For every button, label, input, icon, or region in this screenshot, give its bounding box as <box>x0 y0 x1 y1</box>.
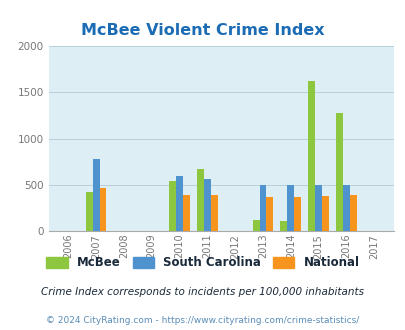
Bar <box>99 187 106 231</box>
Bar <box>266 197 273 231</box>
Bar <box>252 220 259 231</box>
Bar <box>335 113 342 231</box>
Bar <box>280 221 287 231</box>
Bar <box>92 159 99 231</box>
Bar <box>196 169 203 231</box>
Bar <box>183 194 190 231</box>
Bar <box>349 195 356 231</box>
Text: Crime Index corresponds to incidents per 100,000 inhabitants: Crime Index corresponds to incidents per… <box>41 287 364 297</box>
Bar <box>203 179 210 231</box>
Text: McBee Violent Crime Index: McBee Violent Crime Index <box>81 23 324 38</box>
Bar <box>321 196 328 231</box>
Text: © 2024 CityRating.com - https://www.cityrating.com/crime-statistics/: © 2024 CityRating.com - https://www.city… <box>46 316 359 325</box>
Bar <box>287 185 294 231</box>
Bar <box>314 185 321 231</box>
Bar <box>210 195 217 231</box>
Legend: McBee, South Carolina, National: McBee, South Carolina, National <box>42 252 363 274</box>
Bar <box>342 185 349 231</box>
Bar <box>85 192 92 231</box>
Bar <box>259 185 266 231</box>
Bar <box>176 177 183 231</box>
Bar <box>294 197 301 231</box>
Bar <box>168 181 176 231</box>
Bar <box>307 81 314 231</box>
